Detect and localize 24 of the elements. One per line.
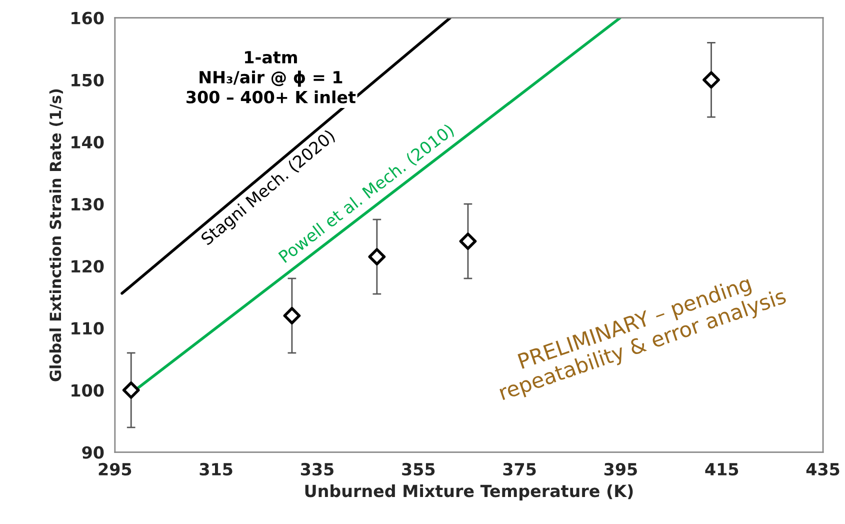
- x-tick-label: 355: [402, 462, 435, 476]
- y-tick-label: 160: [72, 12, 104, 24]
- point: [702, 71, 720, 89]
- x-axis-title: Unburned Mixture Temperature (K): [305, 484, 633, 500]
- y-tick-label: 130: [72, 198, 104, 211]
- point: [459, 232, 477, 250]
- y-tick-label: 110: [72, 322, 104, 335]
- x-tick-label: 375: [503, 462, 536, 476]
- x-tick-label: 395: [604, 462, 637, 476]
- x-tick-label: 335: [300, 462, 334, 476]
- x-tick-label: 315: [200, 462, 232, 476]
- y-tick-label: 120: [72, 260, 104, 273]
- y-tick-label: 90: [82, 446, 104, 459]
- y-tick-label: 100: [72, 384, 104, 397]
- x-tick-label: 415: [705, 463, 738, 476]
- point: [368, 248, 386, 266]
- annotation: 1-atm NH₃/air @ ϕ = 1 300 – 400+ K inlet: [186, 51, 356, 104]
- y-tick-label: 140: [72, 136, 104, 148]
- point: [283, 307, 301, 324]
- y-axis-title: Global Extinction Strain Rate (1/s): [49, 89, 63, 382]
- point: [122, 381, 140, 399]
- x-tick-label: 435: [806, 462, 840, 476]
- x-tick-label: 295: [98, 462, 132, 476]
- y-tick-label: 150: [72, 74, 104, 86]
